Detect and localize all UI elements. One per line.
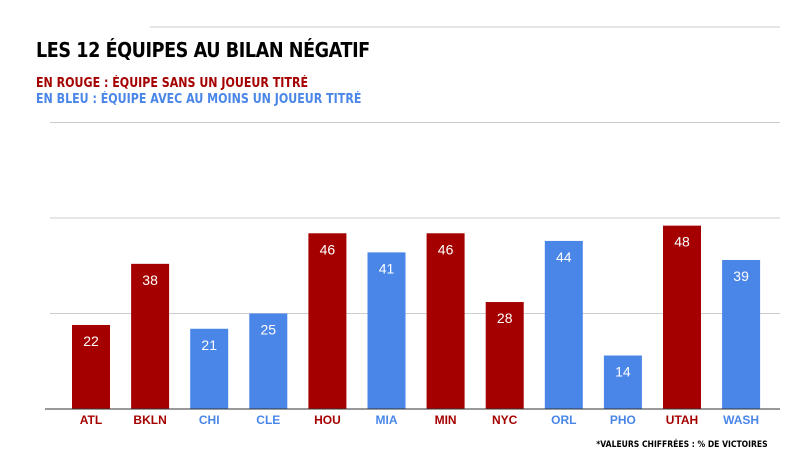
bar-hou: [308, 233, 347, 409]
data-label: 44: [556, 249, 572, 265]
data-label: 21: [201, 337, 217, 353]
bar-bkln: [131, 263, 170, 409]
data-label: 48: [674, 234, 690, 250]
bar-nyc: [485, 302, 524, 409]
footnote: *VALEURS CHIFFRÉES : % DE VICTOIRES: [596, 440, 768, 450]
bar-wash: [722, 260, 761, 409]
x-tick-label: UTAH: [666, 413, 698, 427]
x-tick-label: HOU: [314, 413, 341, 427]
x-tick-label: WASH: [723, 413, 759, 427]
data-label: 22: [83, 333, 99, 349]
x-tick-label: CLE: [256, 413, 280, 427]
x-tick-label: BKLN: [133, 413, 166, 427]
data-label: 46: [438, 241, 454, 257]
bar-cle: [249, 313, 288, 409]
bar-mia: [367, 252, 406, 409]
x-tick-label: MIN: [435, 413, 457, 427]
x-tick-label: CHI: [199, 413, 220, 427]
x-tick-label: NYC: [492, 413, 518, 427]
bar-chi: [190, 328, 229, 409]
data-label: 41: [379, 260, 395, 276]
legend-red: EN ROUGE : ÉQUIPE SANS UN JOUEUR TITRÉ: [36, 76, 308, 91]
bar-atl: [72, 324, 110, 409]
bar-pho: [603, 355, 642, 409]
bar-orl: [544, 240, 583, 409]
data-label: 38: [142, 272, 158, 288]
x-tick-label: PHO: [610, 413, 636, 427]
legend-blue: EN BLEU : ÉQUIPE AVEC AU MOINS UN JOUEUR…: [36, 92, 362, 107]
chart-title: LES 12 ÉQUIPES AU BILAN NÉGATIF: [36, 38, 370, 62]
bar-utah: [663, 225, 701, 409]
data-label: 39: [733, 268, 749, 284]
x-tick-label: ATL: [80, 413, 102, 427]
x-tick-label: ORL: [551, 413, 576, 427]
data-label: 25: [261, 322, 277, 338]
data-label: 46: [320, 241, 336, 257]
bar-min: [426, 233, 465, 409]
data-label: 14: [615, 364, 631, 380]
x-tick-label: MIA: [376, 413, 398, 427]
data-label: 28: [497, 310, 513, 326]
